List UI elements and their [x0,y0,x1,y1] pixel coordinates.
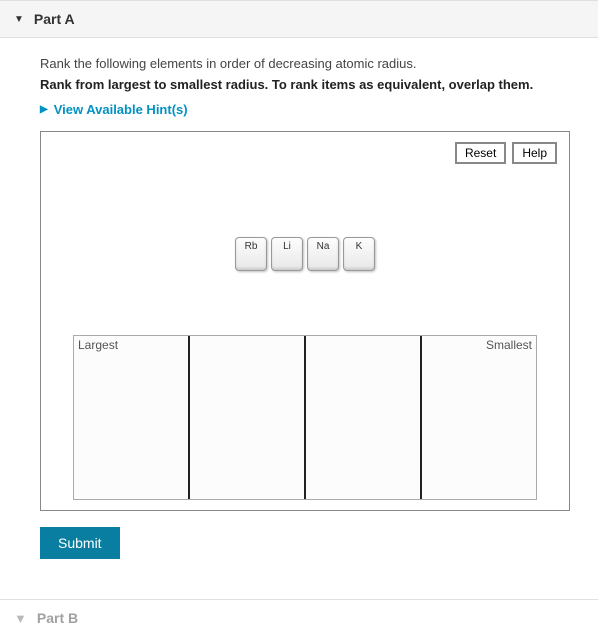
tile-k[interactable]: K [343,237,375,271]
part-a-title: Part A [34,11,75,27]
part-a-header[interactable]: ▼ Part A [0,0,598,38]
hints-label: View Available Hint(s) [54,102,188,117]
collapse-caret-icon: ▼ [14,14,24,25]
rank-dropzone[interactable]: Largest Smallest [73,335,537,500]
tile-li[interactable]: Li [271,237,303,271]
tile-rb[interactable]: Rb [235,237,267,271]
tile-na[interactable]: Na [307,237,339,271]
collapse-caret-icon: ▼ [14,611,27,626]
instruction-text: Rank the following elements in order of … [40,56,570,71]
part-b-header[interactable]: ▼ Part B [0,599,598,626]
submit-button[interactable]: Submit [40,527,120,559]
reset-button[interactable]: Reset [455,142,506,164]
draggable-tiles-row: Rb Li Na K [235,237,375,271]
rank-label-smallest: Smallest [486,338,532,352]
rank-slot-1[interactable]: Largest [74,336,190,499]
view-hints-link[interactable]: ▶ View Available Hint(s) [40,102,570,117]
submit-row: Submit [40,527,570,559]
rank-slot-3[interactable] [306,336,422,499]
workspace-toolbar: Reset Help [455,142,557,164]
chevron-right-icon: ▶ [40,104,48,115]
instruction-bold: Rank from largest to smallest radius. To… [40,77,570,92]
rank-slot-2[interactable] [190,336,306,499]
help-button[interactable]: Help [512,142,557,164]
ranking-workspace: Reset Help Rb Li Na K Largest Smallest [40,131,570,511]
rank-slot-4[interactable]: Smallest [422,336,536,499]
part-b-title: Part B [37,610,78,626]
part-a-body: Rank the following elements in order of … [0,38,598,577]
rank-label-largest: Largest [78,338,118,352]
